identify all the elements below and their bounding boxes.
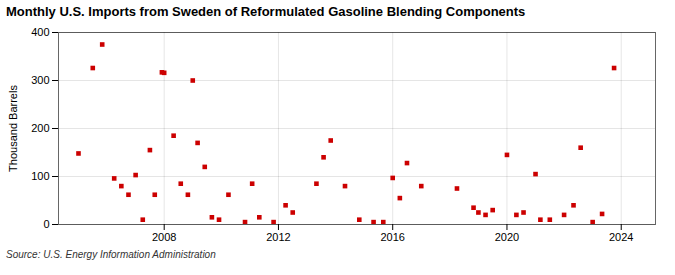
svg-text:100: 100 bbox=[31, 170, 49, 182]
svg-text:2016: 2016 bbox=[380, 231, 404, 243]
svg-text:400: 400 bbox=[31, 26, 49, 38]
svg-text:2012: 2012 bbox=[266, 231, 290, 243]
svg-text:300: 300 bbox=[31, 74, 49, 86]
svg-text:0: 0 bbox=[43, 218, 49, 230]
svg-text:200: 200 bbox=[31, 122, 49, 134]
svg-text:2008: 2008 bbox=[152, 231, 176, 243]
html-text:Source: U.S. Energy Informatio: Source: U.S. Energy Information Administ… bbox=[6, 249, 216, 260]
svg-text:Thousand Barrels: Thousand Barrels bbox=[7, 85, 19, 172]
svg-text:2020: 2020 bbox=[495, 231, 519, 243]
svg-text:2024: 2024 bbox=[609, 231, 633, 243]
html-text:Monthly U.S. Imports from Swed: Monthly U.S. Imports from Sweden of Refo… bbox=[6, 4, 526, 19]
